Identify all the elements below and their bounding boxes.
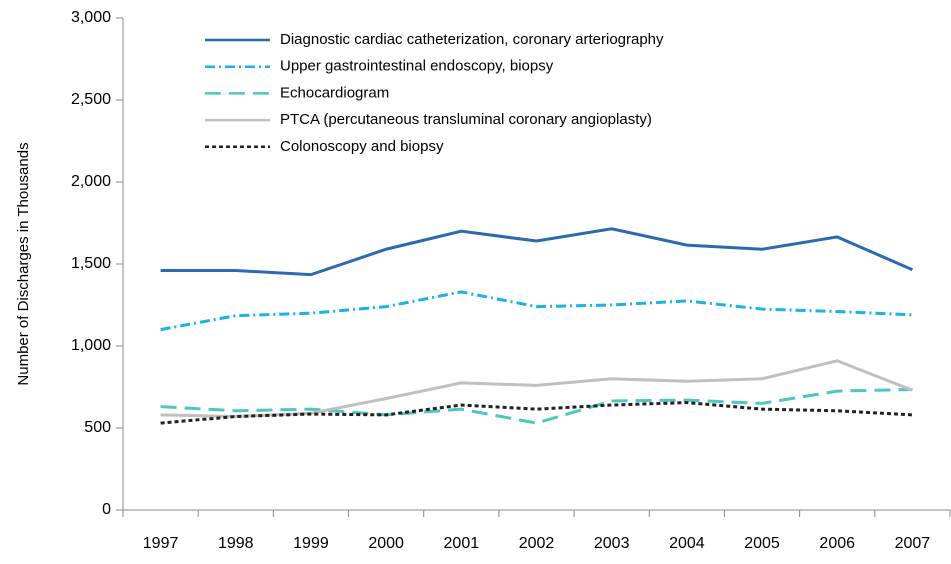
y-tick-label: 2,500 (71, 91, 111, 108)
y-tick-label: 3,000 (71, 9, 111, 26)
x-tick-label: 2006 (819, 535, 855, 552)
x-tick-label: 2000 (368, 535, 404, 552)
y-axis-label: Number of Discharges in Thousands (15, 142, 32, 385)
legend-label: PTCA (percutaneous transluminal coronary… (280, 111, 652, 128)
legend-label: Diagnostic cardiac catheterization, coro… (280, 31, 664, 48)
x-tick-label: 2004 (669, 535, 705, 552)
y-tick-label: 500 (84, 419, 111, 436)
x-tick-label: 2005 (744, 535, 780, 552)
y-tick-label: 1,000 (71, 337, 111, 354)
series-line (160, 401, 913, 425)
x-tick-label: 1998 (218, 535, 254, 552)
x-tick-label: 1997 (143, 535, 179, 552)
x-tick-label: 2001 (444, 535, 480, 552)
series-line (160, 359, 913, 419)
legend-label: Upper gastrointestinal endoscopy, biopsy (280, 58, 554, 75)
x-tick-label: 2002 (519, 535, 555, 552)
x-tick-label: 2003 (594, 535, 630, 552)
y-tick-label: 0 (102, 501, 111, 518)
x-tick-label: 2007 (895, 535, 931, 552)
series-line (160, 227, 914, 277)
legend-label: Echocardiogram (280, 84, 389, 101)
series-line (160, 290, 913, 332)
y-tick-label: 2,000 (71, 173, 111, 190)
legend-label: Colonoscopy and biopsy (280, 138, 444, 155)
y-tick-label: 1,500 (71, 255, 111, 272)
x-tick-label: 1999 (293, 535, 329, 552)
series-line (160, 387, 913, 425)
